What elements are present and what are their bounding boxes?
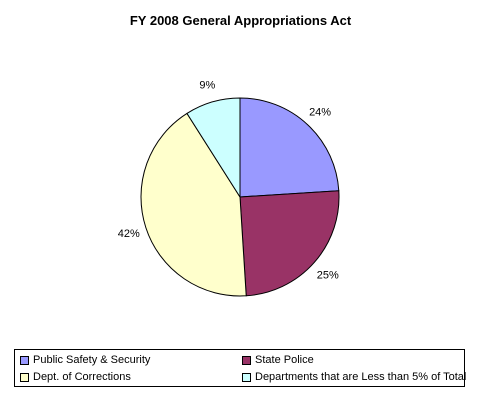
pie-slice-state-police: [239, 190, 340, 297]
legend-item-less-than-5: Departments that are Less than 5% of Tot…: [242, 370, 466, 384]
legend-label: Dept. of Corrections: [33, 371, 131, 383]
legend-label: State Police: [255, 354, 314, 366]
pie-label-public-safety: 24%: [309, 107, 331, 119]
legend-item-public-safety: Public Safety & Security: [20, 353, 150, 367]
legend-swatch: [20, 372, 29, 382]
pie-label-less-than-5: 9%: [199, 80, 215, 92]
pie-chart: 24% 25% 42% 9%: [118, 80, 340, 297]
pie-slice-corrections: [140, 112, 247, 297]
legend-swatch: [242, 372, 251, 382]
legend-swatch: [242, 355, 251, 365]
pie-label-corrections: 42%: [118, 228, 140, 240]
legend-label: Departments that are Less than 5% of Tot…: [255, 371, 467, 383]
legend-swatch: [20, 355, 29, 365]
legend-item-corrections: Dept. of Corrections: [20, 370, 131, 384]
chart-legend: Public Safety & Security State Police De…: [14, 349, 466, 387]
chart-title: FY 2008 General Appropriations Act: [129, 13, 352, 28]
legend-label: Public Safety & Security: [33, 354, 151, 366]
legend-item-state-police: State Police: [242, 353, 314, 367]
pie-slice-public-safety: [239, 97, 340, 198]
pie-slice-less-than-5: [186, 97, 241, 199]
pie-label-state-police: 25%: [317, 269, 339, 281]
